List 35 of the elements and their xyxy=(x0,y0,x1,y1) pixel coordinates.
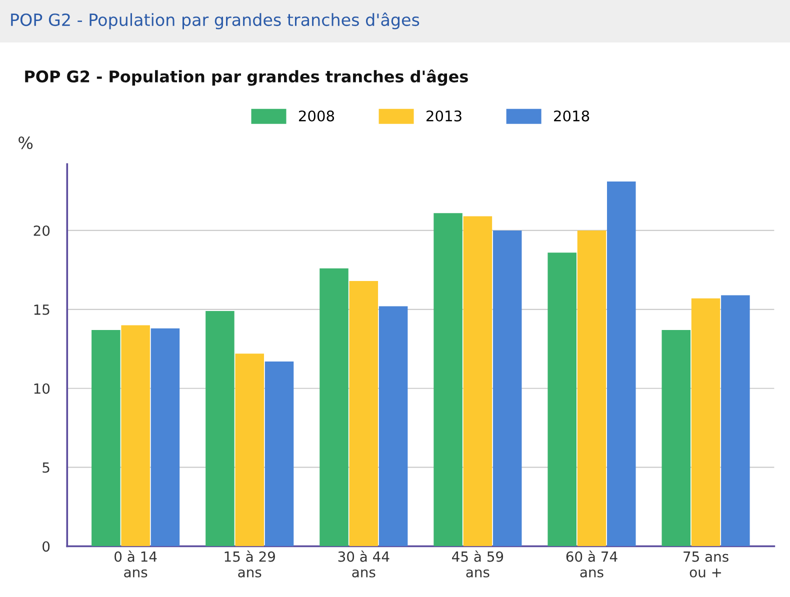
bar xyxy=(691,298,720,546)
bar xyxy=(206,311,234,546)
y-tick-label: 0 xyxy=(42,541,50,552)
legend-label: 2018 xyxy=(554,110,590,122)
bar xyxy=(662,330,691,546)
y-axis-title: % xyxy=(18,136,33,150)
bar xyxy=(378,306,408,546)
x-tick-label: 45 à 59 ans xyxy=(452,550,504,578)
x-tick-label: 30 à 44 ans xyxy=(338,550,390,578)
x-tick-label: 75 ans ou + xyxy=(684,552,728,578)
bar xyxy=(607,182,636,546)
chart-subtitle: POP G2 - Population par grandes tranches d'âges xyxy=(25,70,468,86)
x-tick-label: 60 à 74 ans xyxy=(566,550,618,578)
bar xyxy=(121,325,150,546)
bar xyxy=(92,330,120,546)
bar xyxy=(721,295,750,546)
bar xyxy=(577,230,606,546)
bar xyxy=(349,281,378,546)
y-tick-label: 15 xyxy=(34,304,50,315)
bar xyxy=(235,354,264,546)
legend-label: 2013 xyxy=(426,110,462,122)
bar xyxy=(150,328,180,546)
y-tick-label: 5 xyxy=(42,462,50,473)
bar xyxy=(492,230,522,546)
bar xyxy=(320,268,348,546)
y-tick-label: 10 xyxy=(34,383,50,394)
y-tick-label: 20 xyxy=(34,225,50,236)
bar xyxy=(434,213,462,546)
chart-title: POP G2 - Population par grandes tranches d'âges xyxy=(11,12,420,30)
bar xyxy=(548,252,576,546)
bar xyxy=(264,362,294,546)
legend-label: 2008 xyxy=(298,110,334,122)
bar xyxy=(463,216,492,546)
x-tick-label: 15 à 29 ans xyxy=(224,550,275,578)
x-tick-label: 0 à 14 ans xyxy=(114,550,157,578)
